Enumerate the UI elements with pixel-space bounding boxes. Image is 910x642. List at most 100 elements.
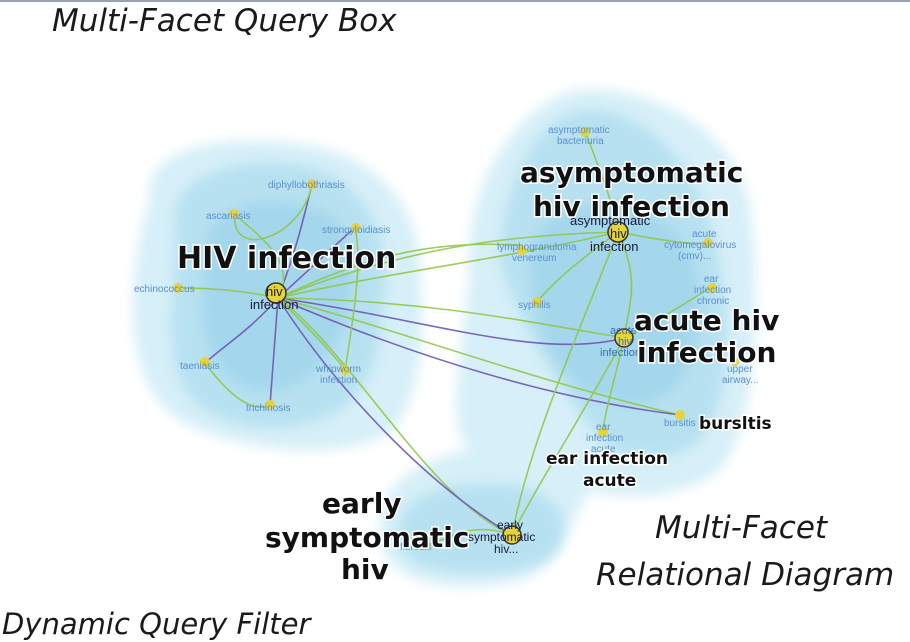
- halo-core-right: [530, 204, 700, 406]
- node-ear-chronic[interactable]: [707, 283, 717, 293]
- focus-ear-1[interactable]: ear infection: [545, 448, 670, 471]
- caption-relational-line2: Relational Diagram: [596, 557, 895, 593]
- focus-early-1[interactable]: early: [321, 486, 404, 522]
- center-acute-2: hiv: [618, 336, 633, 348]
- edge: [277, 297, 346, 371]
- label-fibrosis: fibrosis: [400, 542, 432, 553]
- center-acute-3: infection: [600, 347, 641, 359]
- node-cmv[interactable]: [703, 238, 713, 248]
- edge: [277, 227, 356, 299]
- center-early-1: early: [497, 518, 523, 532]
- label-ear-acute-2: infection: [586, 433, 623, 444]
- label-ascariasis: ascariasis: [206, 211, 250, 222]
- edge: [277, 297, 625, 339]
- node-hiv-infection[interactable]: [265, 282, 287, 304]
- label-cmv-2: cytomegalovirus: [664, 240, 736, 251]
- edge: [277, 297, 681, 416]
- edge: [277, 297, 681, 416]
- node-ascariasis[interactable]: [229, 209, 239, 219]
- node-taeniasis[interactable]: [200, 357, 210, 367]
- label-asym-bact-2: bacteriuria: [557, 136, 604, 147]
- focus-labels: HIV infection asymptomatic hiv infection…: [176, 155, 781, 588]
- edge: [344, 227, 359, 371]
- edge: [204, 297, 279, 364]
- label-cmv-1: acute: [692, 229, 717, 240]
- node-syphilis[interactable]: [532, 297, 542, 307]
- center-hiv-1: hiv: [266, 284, 283, 299]
- node-fibrosis[interactable]: [420, 540, 430, 550]
- caption-dynamic-filter: Dynamic Query Filter: [2, 607, 311, 641]
- node-upper-airway[interactable]: [731, 358, 739, 366]
- focus-acute-2[interactable]: infection: [636, 335, 778, 371]
- label-taeniasis: taeniasis: [180, 361, 219, 372]
- label-echinococcus: echinococcus: [134, 284, 195, 295]
- label-trichinosis: trichinosis: [246, 403, 290, 414]
- focus-acute-1[interactable]: acute hiv: [633, 303, 781, 339]
- label-upper-2: airway...: [722, 375, 759, 386]
- center-asym-3: infection: [590, 239, 638, 254]
- focus-ear-2[interactable]: acute: [582, 470, 638, 493]
- center-asym-2: hiv: [610, 226, 627, 241]
- edge: [511, 231, 619, 536]
- label-ear-chronic-2: infection: [694, 285, 731, 296]
- edge: [617, 231, 633, 339]
- node-trichinosis[interactable]: [265, 400, 275, 410]
- edge: [584, 129, 619, 233]
- label-syphilis: syphilis: [518, 300, 551, 311]
- node-lymphogranuloma[interactable]: [517, 245, 527, 255]
- node-whipworm[interactable]: [340, 365, 350, 375]
- focus-early-3[interactable]: hiv: [340, 552, 391, 588]
- edge: [277, 297, 625, 346]
- edge: [277, 231, 619, 299]
- center-labels: hiv infection asymptomatic hiv infection…: [250, 213, 651, 556]
- focus-asym-2[interactable]: hiv infection: [532, 189, 732, 225]
- focus-early-2[interactable]: symptomatic: [264, 520, 471, 556]
- label-cmv-3: (cmv)...: [678, 251, 711, 262]
- edge: [623, 287, 711, 339]
- node-echinococcus[interactable]: [173, 283, 183, 293]
- edge: [617, 231, 709, 245]
- center-hiv-2: infection: [250, 297, 298, 312]
- focus-hiv-infection[interactable]: HIV infection: [176, 240, 398, 278]
- label-diphyllobothriasis: diphyllobothriasis: [268, 180, 345, 191]
- caption-relational-line1: Multi-Facet: [655, 510, 828, 546]
- node-acute-hiv[interactable]: [614, 328, 634, 348]
- edge: [277, 297, 513, 536]
- label-asym-bact-1: asymptomatic: [548, 125, 610, 136]
- label-upper-1: upper: [727, 364, 753, 375]
- label-lymphogranuloma-1: lymphogranuloma: [497, 242, 577, 253]
- node-ear-acute[interactable]: [598, 427, 608, 437]
- edge: [511, 337, 625, 536]
- center-early-2: symptomatic: [468, 530, 535, 544]
- center-asym-1: asymptomatic: [570, 213, 651, 228]
- node-asym-hiv[interactable]: [607, 221, 629, 243]
- node-bursitis[interactable]: [675, 410, 685, 420]
- center-early-3: hiv...: [494, 542, 518, 556]
- edge: [602, 337, 625, 433]
- label-ear-acute-1: ear: [596, 422, 611, 433]
- label-bursitis-small: bursitis: [664, 418, 696, 429]
- small-labels: diphyllobothriasis ascariasis strongyloi…: [134, 125, 759, 553]
- edge: [277, 297, 513, 536]
- label-ear-acute-3: acute: [591, 444, 616, 455]
- edges: [177, 129, 711, 546]
- label-lymphogranuloma-2: venereum: [512, 253, 556, 264]
- label-whipworm-2: infection: [320, 375, 357, 386]
- edge: [424, 528, 513, 546]
- top-border: [0, 0, 910, 2]
- edge: [277, 231, 619, 299]
- node-early-symptomatic[interactable]: [502, 525, 522, 545]
- edge: [277, 243, 521, 299]
- node-diphyllobothriasis[interactable]: [307, 179, 317, 189]
- focus-asym-1[interactable]: asymptomatic: [519, 155, 745, 191]
- node-asym-bacteriuria[interactable]: [580, 127, 590, 137]
- edge: [536, 231, 619, 303]
- label-ear-chronic-3: chronic: [697, 296, 729, 307]
- edge: [269, 297, 279, 406]
- caption-query-box: Multi-Facet Query Box: [52, 3, 397, 39]
- node-strongyloidiasis[interactable]: [351, 223, 361, 233]
- cluster-halos: [133, 89, 756, 587]
- edge: [234, 184, 313, 241]
- focus-bursitis[interactable]: bursltis: [698, 413, 774, 436]
